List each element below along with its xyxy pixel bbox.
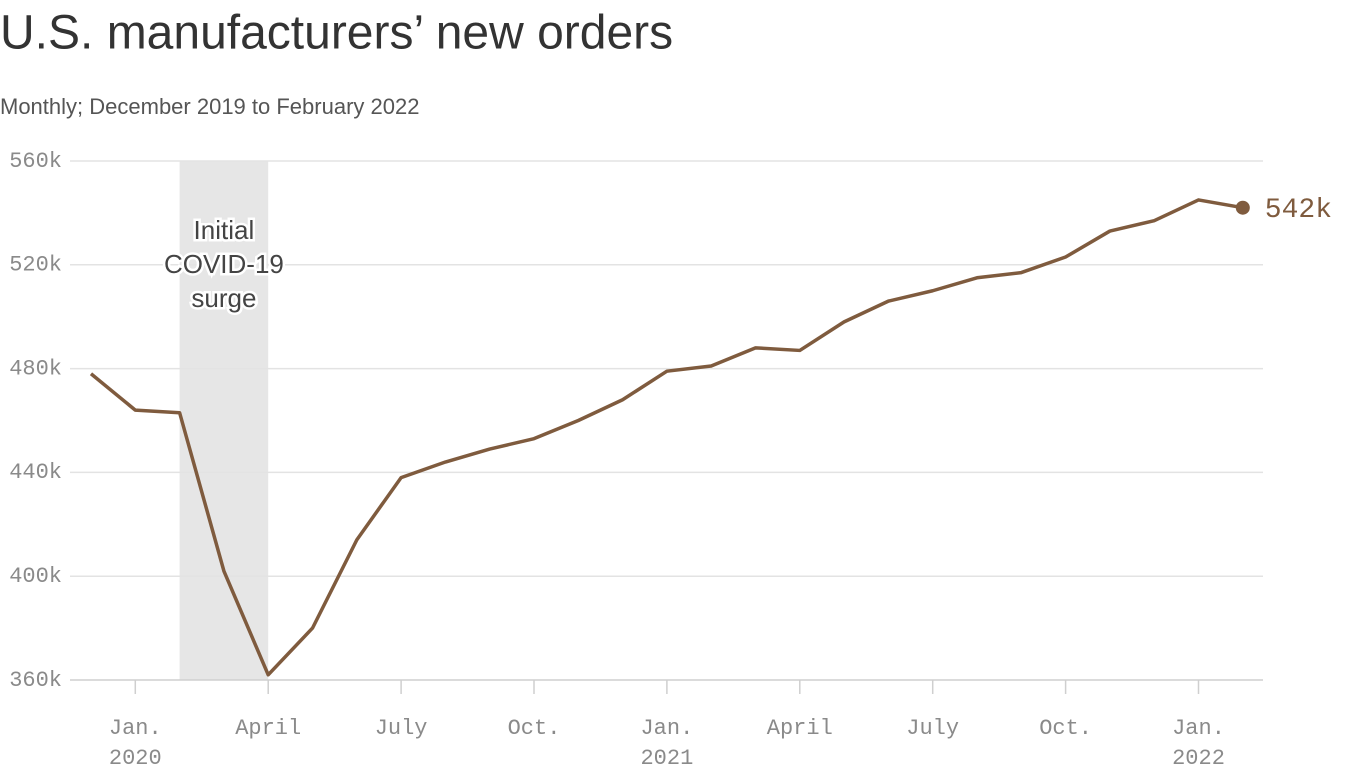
y-tick-label: 480k — [9, 356, 62, 381]
x-tick-label: Jan. — [640, 716, 693, 741]
y-tick-label: 440k — [9, 460, 62, 485]
y-tick-label: 520k — [9, 253, 62, 278]
x-tick-label: April — [235, 716, 301, 741]
end-label: 542k — [1265, 195, 1332, 226]
x-tick-label: Oct. — [1039, 716, 1092, 741]
x-tick-label: 2022 — [1172, 746, 1225, 768]
y-tick-label: 400k — [9, 564, 62, 589]
x-tick-label: Jan. — [1172, 716, 1225, 741]
end-point — [1235, 200, 1250, 215]
x-tick-label: 2021 — [640, 746, 693, 768]
x-tick-label: Jan. — [109, 716, 162, 741]
x-tick-label: April — [767, 716, 833, 741]
x-tick-label: 2020 — [109, 746, 162, 768]
shaded-region — [179, 161, 269, 680]
chart-title: U.S. manufacturers’ new orders — [0, 7, 673, 60]
data-line — [89, 198, 1244, 677]
x-tick-label: July — [906, 716, 959, 741]
annotation: COVID-19 — [164, 249, 284, 279]
y-tick-label: 560k — [9, 149, 62, 174]
annotation: surge — [191, 283, 256, 313]
annotation: Initial — [194, 215, 255, 245]
y-tick-label: 360k — [9, 668, 62, 693]
chart-subtitle: Monthly; December 2019 to February 2022 — [0, 94, 419, 119]
x-tick-label: July — [375, 716, 428, 741]
x-tick-label: Oct. — [508, 716, 561, 741]
